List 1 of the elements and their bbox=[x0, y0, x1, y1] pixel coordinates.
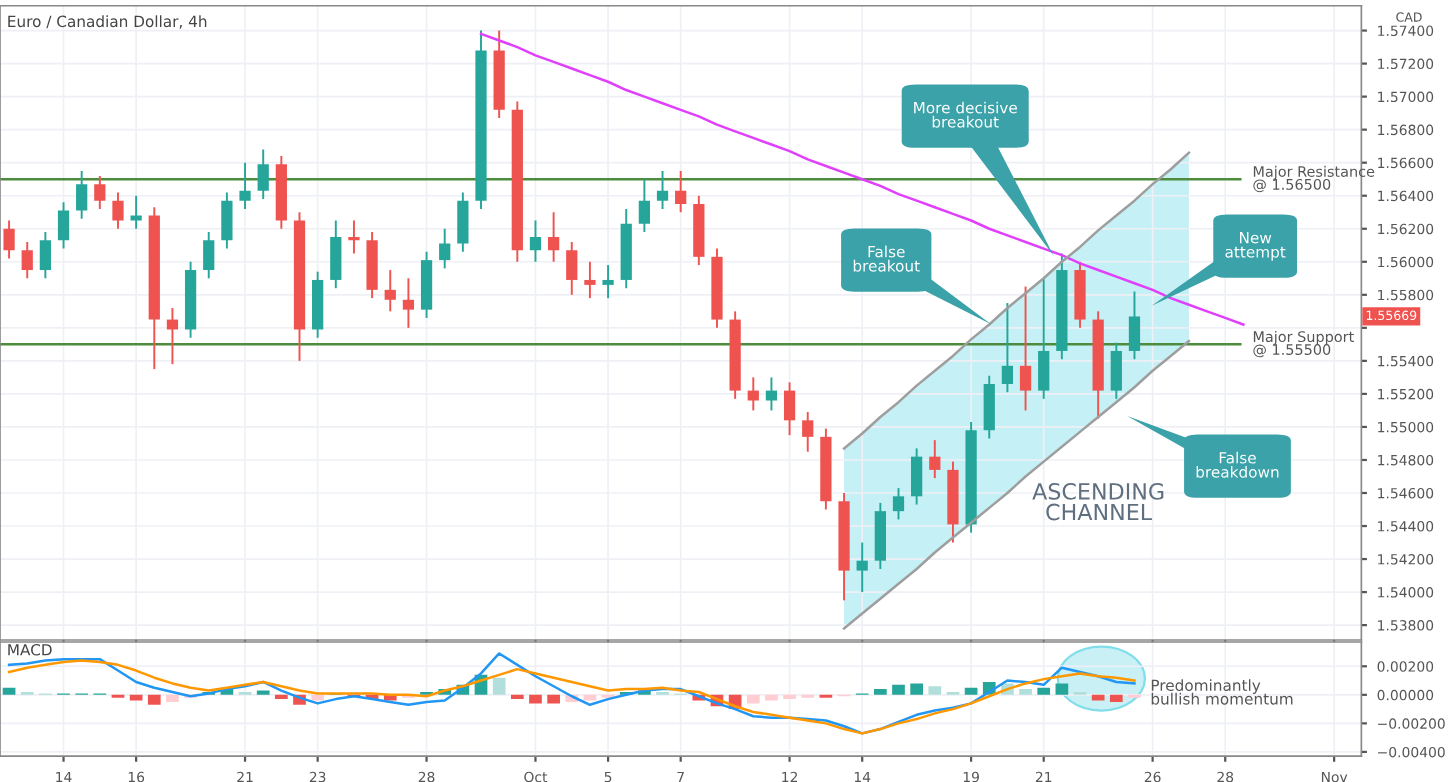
annotation: ASCENDING CHANNEL bbox=[1032, 482, 1164, 521]
